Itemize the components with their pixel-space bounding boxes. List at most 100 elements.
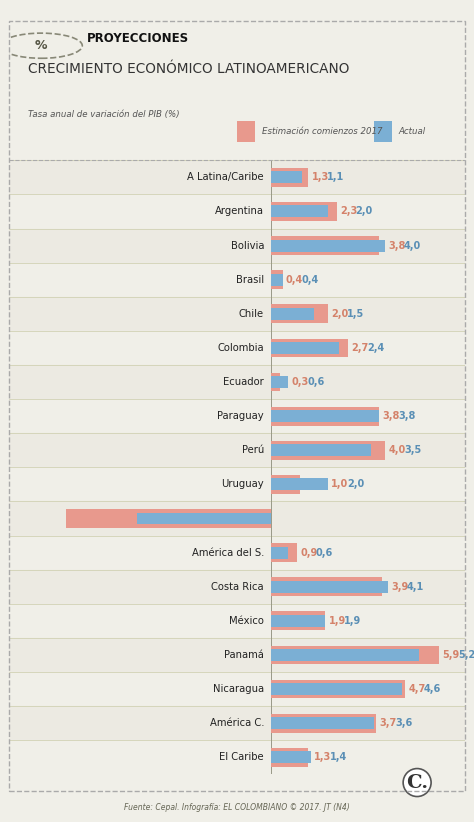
Bar — [271, 645, 439, 664]
Bar — [9, 365, 465, 399]
Text: 4,1: 4,1 — [407, 582, 424, 592]
Text: Estimación comienzos 2017: Estimación comienzos 2017 — [262, 127, 383, 136]
Text: Venezuela: Venezuela — [213, 514, 264, 524]
Bar — [271, 751, 311, 764]
Bar — [271, 444, 371, 456]
Text: Chile: Chile — [239, 309, 264, 319]
Bar — [9, 638, 465, 672]
Bar — [137, 512, 271, 524]
Text: 3,6: 3,6 — [395, 718, 413, 728]
Bar — [9, 399, 465, 433]
Bar — [271, 239, 385, 252]
Text: 3,5: 3,5 — [404, 446, 421, 455]
Bar — [271, 168, 308, 187]
Text: 3,8: 3,8 — [388, 241, 406, 251]
Text: -7,2: -7,2 — [141, 514, 162, 524]
Bar — [271, 547, 288, 559]
Text: 4,7: 4,7 — [408, 684, 426, 694]
Bar — [9, 501, 465, 536]
Text: América del S.: América del S. — [191, 547, 264, 557]
Text: 0,9: 0,9 — [300, 547, 318, 557]
Bar — [271, 478, 328, 491]
Bar — [271, 372, 280, 391]
Text: México: México — [229, 616, 264, 626]
Bar — [9, 570, 465, 603]
Bar — [9, 194, 465, 229]
Bar — [9, 262, 465, 297]
Bar — [271, 717, 374, 729]
Text: 2,7: 2,7 — [351, 343, 369, 353]
Bar — [9, 433, 465, 467]
Bar — [271, 748, 308, 767]
Bar — [237, 121, 255, 142]
Text: Nicaragua: Nicaragua — [213, 684, 264, 694]
Text: 2,4: 2,4 — [367, 343, 384, 353]
Bar — [271, 580, 388, 593]
Bar — [271, 407, 379, 426]
Text: 2,3: 2,3 — [340, 206, 357, 216]
Bar — [271, 339, 348, 358]
Text: Argentina: Argentina — [215, 206, 264, 216]
Text: Colombia: Colombia — [218, 343, 264, 353]
Text: 3,8: 3,8 — [398, 411, 416, 421]
Bar — [271, 270, 283, 289]
Bar — [271, 304, 328, 323]
Bar — [374, 121, 392, 142]
Text: Brasil: Brasil — [236, 275, 264, 284]
Text: 1,9: 1,9 — [344, 616, 362, 626]
Text: 1,5: 1,5 — [347, 309, 365, 319]
Text: A Latina/Caribe: A Latina/Caribe — [187, 173, 264, 182]
Bar — [271, 577, 382, 596]
Bar — [271, 202, 337, 221]
Text: Tasa anual de variación del PIB (%): Tasa anual de variación del PIB (%) — [27, 110, 179, 119]
Text: Perú: Perú — [242, 446, 264, 455]
Text: Fuente: Cepal. Infografía: EL COLOMBIANO © 2017. JT (N4): Fuente: Cepal. Infografía: EL COLOMBIANO… — [124, 803, 350, 812]
Text: 1,1: 1,1 — [327, 173, 345, 182]
Text: 0,6: 0,6 — [307, 377, 325, 387]
Bar — [66, 509, 271, 528]
Text: 0,4: 0,4 — [286, 275, 303, 284]
Text: 1,0: 1,0 — [331, 479, 349, 489]
Bar — [271, 615, 325, 627]
Text: 5,9: 5,9 — [442, 650, 460, 660]
Bar — [9, 536, 465, 570]
Text: 3,7: 3,7 — [380, 718, 397, 728]
Text: 1,9: 1,9 — [328, 616, 346, 626]
Text: Panamá: Panamá — [224, 650, 264, 660]
Text: 0,3: 0,3 — [292, 377, 309, 387]
Text: América C.: América C. — [210, 718, 264, 728]
Text: 2,0: 2,0 — [347, 479, 365, 489]
Text: %: % — [35, 39, 47, 53]
Bar — [271, 236, 379, 255]
Bar — [271, 649, 419, 661]
Text: 1,3: 1,3 — [311, 173, 329, 182]
Bar — [9, 229, 465, 262]
Bar — [271, 713, 376, 732]
Text: 0,6: 0,6 — [316, 547, 333, 557]
Bar — [271, 410, 379, 423]
Bar — [271, 206, 328, 218]
Bar — [271, 543, 297, 562]
Bar — [271, 475, 300, 494]
Bar — [271, 612, 325, 630]
Text: 1,4: 1,4 — [330, 752, 347, 762]
Bar — [9, 160, 465, 194]
Bar — [9, 297, 465, 330]
Text: 4,0: 4,0 — [404, 241, 421, 251]
Text: Uruguay: Uruguay — [221, 479, 264, 489]
Text: 5,2: 5,2 — [458, 650, 474, 660]
Bar — [9, 740, 465, 774]
Text: 2,0: 2,0 — [331, 309, 349, 319]
Text: Ecuador: Ecuador — [223, 377, 264, 387]
Bar — [9, 603, 465, 638]
Text: 0,4: 0,4 — [301, 275, 319, 284]
Text: 4,6: 4,6 — [424, 684, 441, 694]
Text: PROYECCIONES: PROYECCIONES — [87, 32, 189, 44]
Text: 3,8: 3,8 — [383, 411, 400, 421]
Bar — [271, 683, 402, 695]
Text: Costa Rica: Costa Rica — [211, 582, 264, 592]
Bar — [271, 680, 405, 699]
Text: 3,9: 3,9 — [391, 582, 409, 592]
Bar — [271, 376, 288, 388]
Bar — [9, 467, 465, 501]
